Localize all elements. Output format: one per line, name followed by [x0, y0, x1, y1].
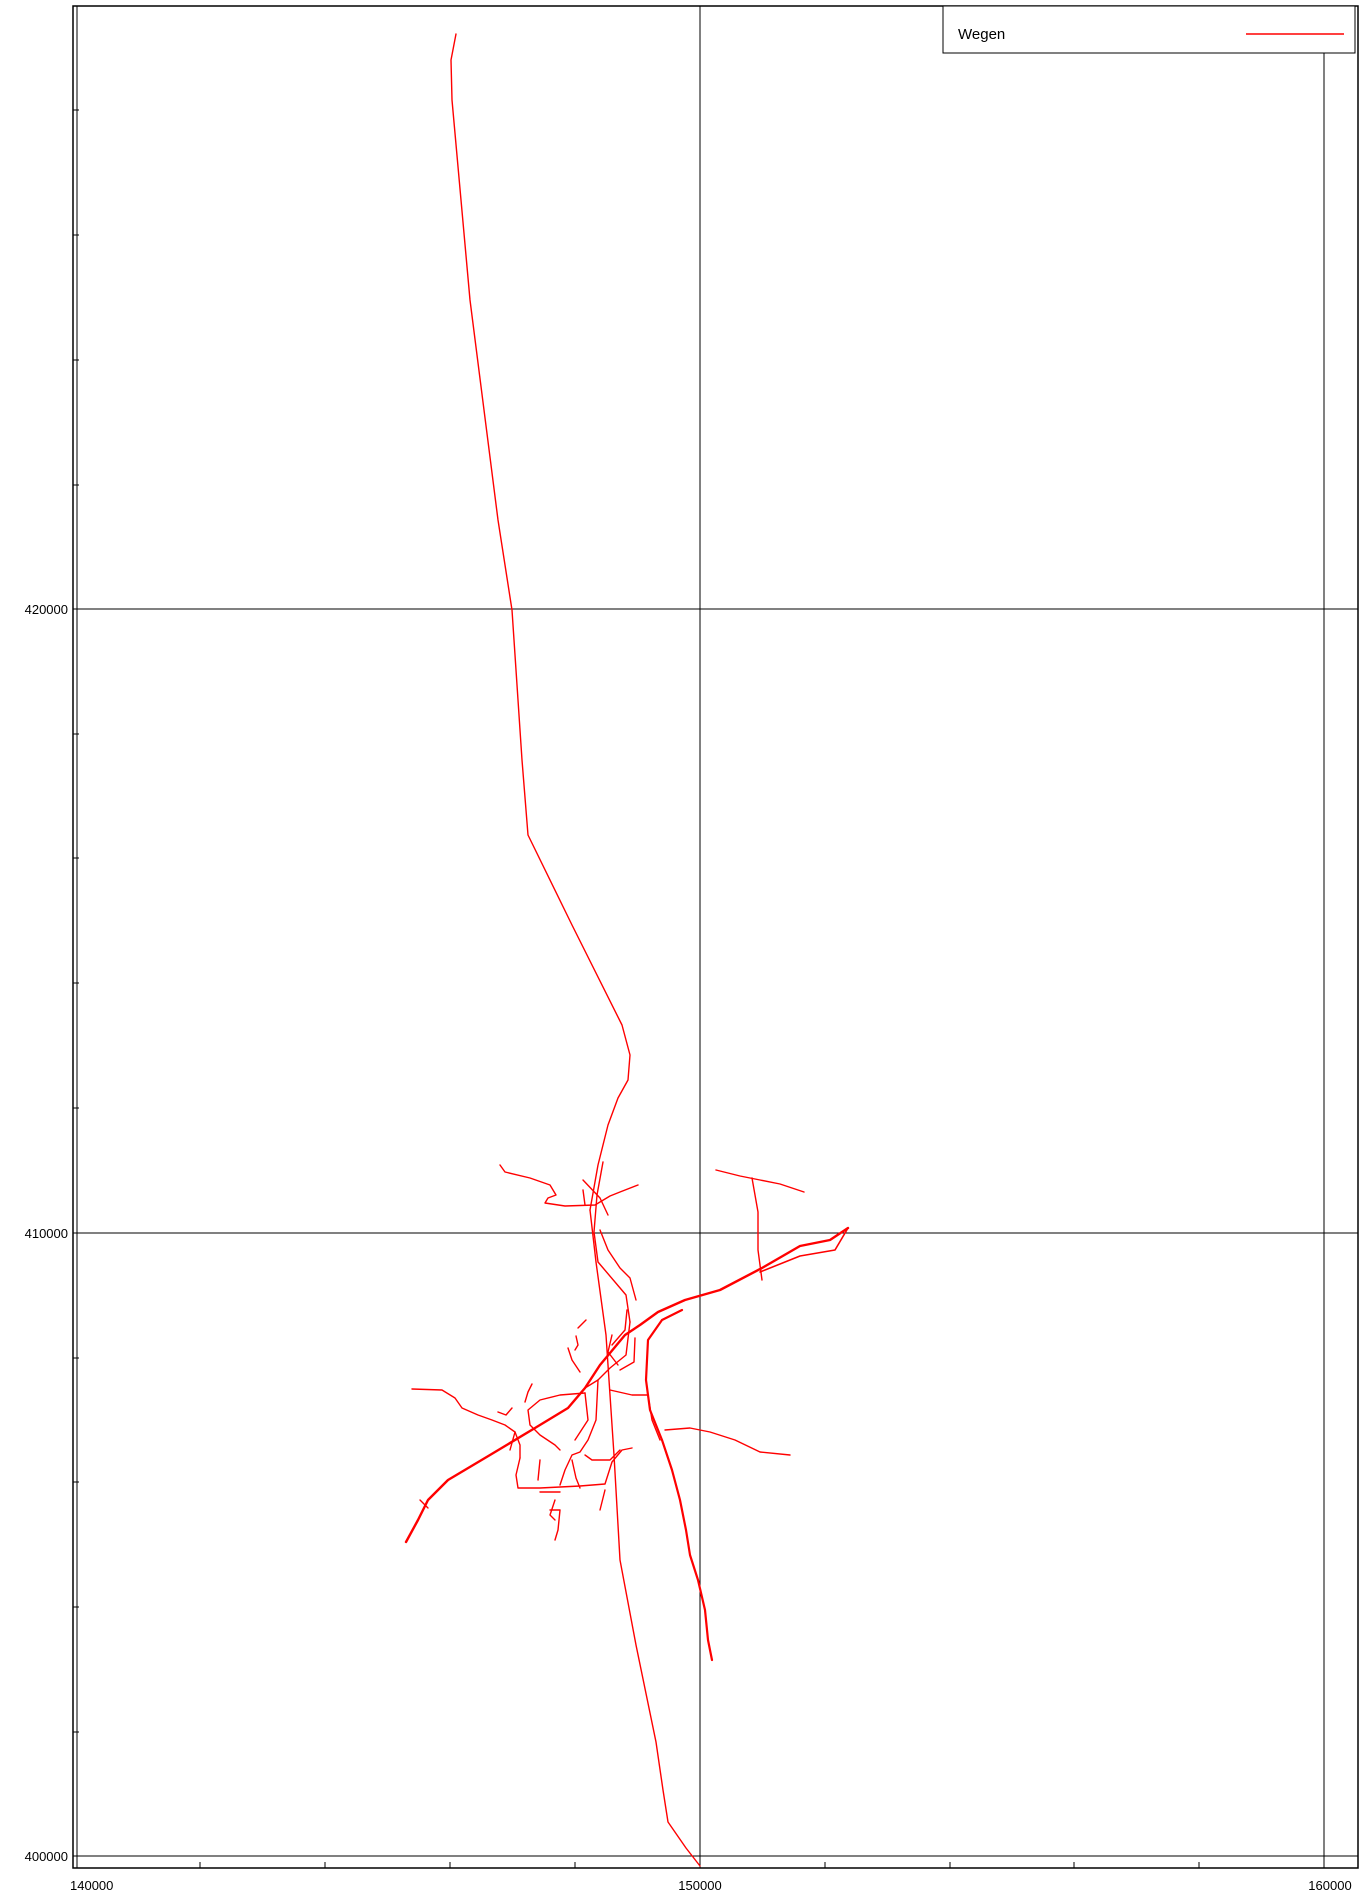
- y-tick-label: 400000: [25, 1849, 68, 1864]
- road-main-north: [450, 33, 631, 1211]
- road-highway-sw: [404, 1226, 850, 1544]
- road-east: [664, 1427, 791, 1456]
- legend-label: Wegen: [958, 26, 1005, 43]
- legend-box: [942, 5, 1356, 54]
- y-tick-label: 420000: [25, 602, 68, 617]
- x-tick-label: 150000: [678, 1878, 721, 1893]
- road-west: [411, 1388, 521, 1459]
- x-minor-ticks: [199, 1862, 1200, 1868]
- road-parallel: [593, 1161, 631, 1323]
- legend: Wegen: [942, 5, 1356, 54]
- y-tick-label: 410000: [25, 1226, 68, 1241]
- road-bypass: [644, 1308, 714, 1662]
- road-northeast: [715, 1169, 805, 1193]
- road-network[interactable]: [404, 33, 850, 1867]
- road-highway-ne: [759, 1227, 849, 1273]
- road-northwest: [499, 1164, 639, 1207]
- grid-lines: [73, 6, 1358, 1868]
- map-frame: [72, 5, 1359, 1869]
- road-main-south: [589, 1209, 701, 1867]
- y-minor-ticks: [73, 109, 79, 1733]
- x-tick-label: 160000: [1308, 1878, 1351, 1893]
- x-tick-label: 140000: [70, 1878, 113, 1893]
